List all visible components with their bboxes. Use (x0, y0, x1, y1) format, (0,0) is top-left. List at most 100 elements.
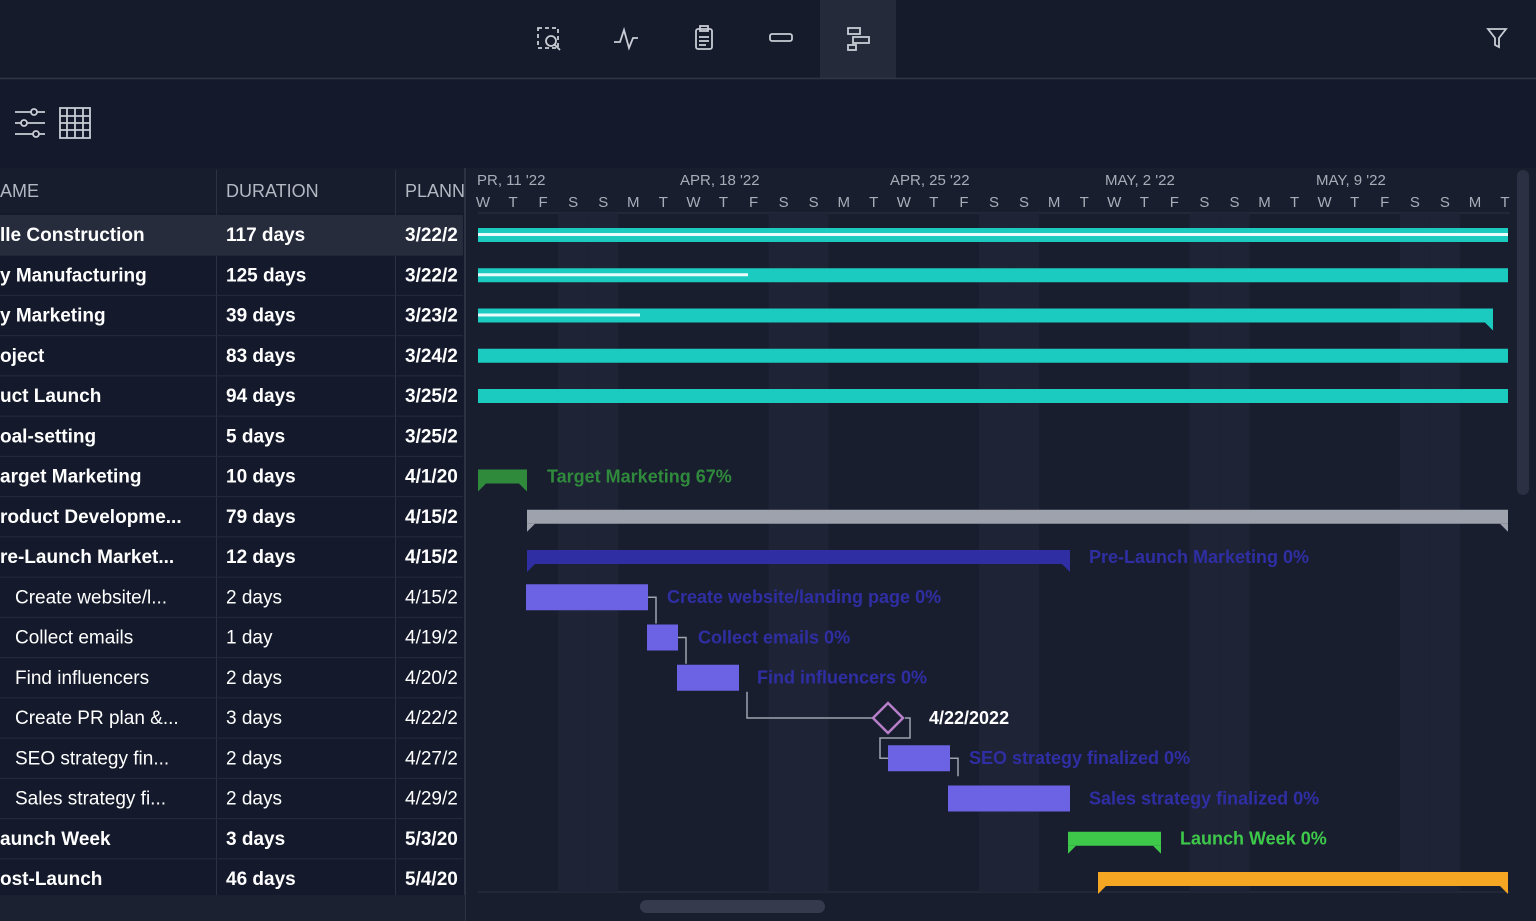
day-label: S (809, 194, 819, 211)
bar-label: Create website/landing page 0% (667, 587, 941, 607)
table-cell: arget Marketing (0, 467, 141, 488)
day-label: T (1350, 194, 1359, 211)
table-cell: 3/23/2 (405, 306, 458, 327)
day-label: S (1229, 194, 1239, 211)
day-label: T (659, 194, 668, 211)
day-label: T (1290, 194, 1299, 211)
table-cell: oject (0, 346, 45, 367)
table-cell: Create PR plan &... (15, 708, 179, 729)
table-cell: 3/24/2 (405, 346, 458, 367)
bar-label: Launch Week 0% (1180, 829, 1327, 849)
table-cell: roduct Developme... (0, 507, 182, 528)
table-cell: 5 days (226, 426, 285, 447)
task-bar (888, 745, 950, 771)
table-cell: 4/20/2 (405, 668, 458, 689)
table-cell: 3/25/2 (405, 386, 458, 407)
summary-bar (527, 510, 1508, 524)
progress-line (478, 314, 640, 317)
table-cell: 4/15/2 (405, 587, 458, 608)
day-label: S (1019, 194, 1029, 211)
day-label: S (1440, 194, 1450, 211)
table-cell: Create website/l... (15, 587, 167, 608)
progress-line (478, 233, 1508, 236)
settings-icon[interactable] (15, 109, 45, 137)
progress-line (478, 273, 748, 276)
grid-icon[interactable] (60, 108, 90, 138)
day-label: T (1140, 194, 1149, 211)
v-scrollbar[interactable] (1517, 170, 1529, 495)
table-cell: re-Launch Market... (0, 547, 174, 568)
table-footer (0, 895, 465, 921)
h-scrollbar[interactable] (640, 900, 825, 913)
project-bar (478, 389, 1508, 403)
table-cell: 4/27/2 (405, 748, 458, 769)
table-cell: Collect emails (15, 628, 133, 649)
day-label: M (627, 194, 640, 211)
table-cell: 79 days (226, 507, 296, 528)
day-label: F (959, 194, 968, 211)
table-cell: 46 days (226, 869, 296, 890)
table-cell: 4/15/2 (405, 507, 458, 528)
table-cell: 94 days (226, 386, 296, 407)
table-cell: 3 days (226, 829, 285, 850)
column-header: DURATION (226, 181, 319, 201)
week-label: APR, 18 '22 (680, 172, 760, 189)
table-cell: Sales strategy fi... (15, 789, 166, 810)
table-cell: 5/3/20 (405, 829, 458, 850)
task-bar (647, 625, 678, 651)
table-cell: Find influencers (15, 668, 149, 689)
day-label: F (1170, 194, 1179, 211)
table-cell: 10 days (226, 467, 296, 488)
table-cell: 4/29/2 (405, 789, 458, 810)
table-cell: y Manufacturing (0, 265, 147, 286)
task-bar (948, 786, 1070, 812)
day-label: W (1318, 194, 1333, 211)
summary-bar (478, 470, 527, 484)
day-label: M (1258, 194, 1271, 211)
table-cell: 125 days (226, 265, 306, 286)
table-cell: ost-Launch (0, 869, 102, 890)
bar-label: Target Marketing 67% (547, 466, 732, 486)
day-label: M (837, 194, 850, 211)
day-label: F (749, 194, 758, 211)
day-label: S (1199, 194, 1209, 211)
table-cell: 1 day (226, 628, 273, 649)
day-label: T (719, 194, 728, 211)
bar-label: Sales strategy finalized 0% (1089, 788, 1319, 808)
summary-bar (1098, 872, 1508, 886)
table-cell: 39 days (226, 306, 296, 327)
table-cell: y Marketing (0, 306, 106, 327)
table-cell: oal-setting (0, 426, 96, 447)
table-cell: 2 days (226, 748, 282, 769)
summary-bar (1068, 832, 1161, 846)
table-cell: aunch Week (0, 829, 111, 850)
project-bar (478, 349, 1508, 363)
table-cell: 3/22/2 (405, 265, 458, 286)
day-label: W (897, 194, 912, 211)
table-cell: 4/1/20 (405, 467, 458, 488)
day-label: S (568, 194, 578, 211)
table-cell: 2 days (226, 668, 282, 689)
bar-label: SEO strategy finalized 0% (969, 748, 1190, 768)
day-label: S (779, 194, 789, 211)
table-cell: 3 days (226, 708, 282, 729)
table-cell: 12 days (226, 547, 296, 568)
table-cell: 4/22/2 (405, 708, 458, 729)
column-header: AME (0, 181, 39, 201)
table-cell: 83 days (226, 346, 296, 367)
summary-bar (527, 550, 1070, 564)
day-label: F (539, 194, 548, 211)
day-label: W (476, 194, 491, 211)
task-bar (526, 584, 648, 610)
week-label: MAY, 2 '22 (1105, 172, 1175, 189)
table-cell: 5/4/20 (405, 869, 458, 890)
table-cell: SEO strategy fin... (15, 748, 169, 769)
column-header: PLANN (405, 181, 465, 201)
day-label: F (1380, 194, 1389, 211)
week-label: MAY, 9 '22 (1316, 172, 1386, 189)
day-label: M (1469, 194, 1482, 211)
day-label: T (1500, 194, 1509, 211)
table-cell: 3/25/2 (405, 426, 458, 447)
table-cell: 117 days (226, 225, 305, 246)
